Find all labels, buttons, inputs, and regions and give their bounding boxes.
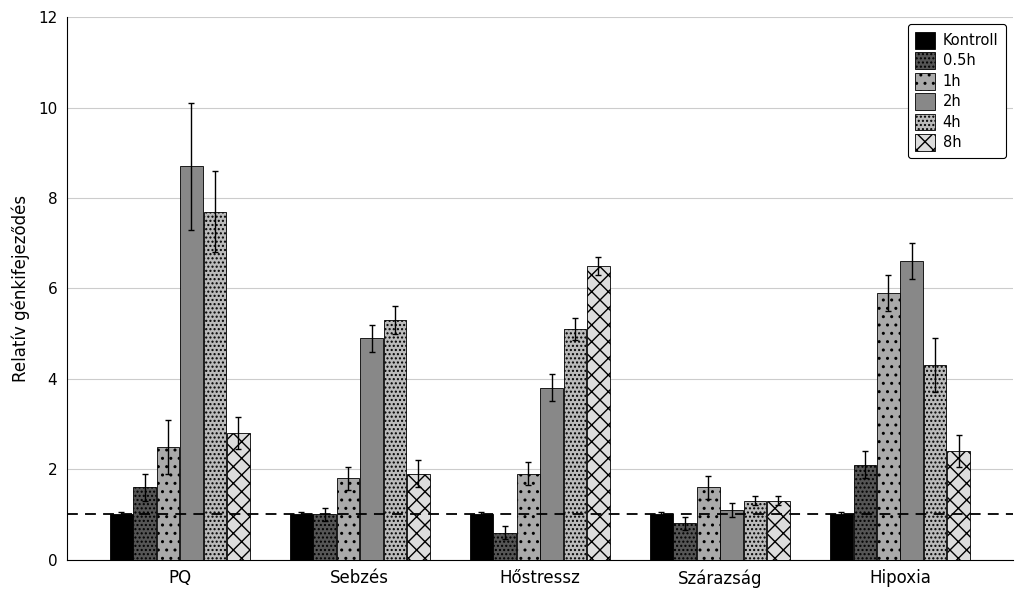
Bar	[947, 451, 970, 559]
Bar	[494, 533, 516, 559]
Bar	[900, 261, 923, 559]
Bar	[767, 501, 790, 559]
Bar	[360, 338, 383, 559]
Bar	[587, 266, 609, 559]
Bar	[650, 515, 673, 559]
Bar	[290, 515, 312, 559]
Legend: Kontroll, 0.5h, 1h, 2h, 4h, 8h: Kontroll, 0.5h, 1h, 2h, 4h, 8h	[907, 25, 1006, 158]
Bar	[924, 365, 946, 559]
Bar	[674, 524, 696, 559]
Bar	[157, 447, 179, 559]
Bar	[204, 211, 226, 559]
Bar	[313, 515, 336, 559]
Bar	[720, 510, 743, 559]
Bar	[877, 293, 900, 559]
Bar	[854, 465, 877, 559]
Bar	[407, 474, 430, 559]
Bar	[517, 474, 540, 559]
Bar	[563, 329, 587, 559]
Bar	[110, 515, 133, 559]
Bar	[337, 478, 359, 559]
Bar	[470, 515, 493, 559]
Bar	[830, 515, 853, 559]
Bar	[541, 388, 563, 559]
Bar	[180, 167, 203, 559]
Bar	[743, 501, 766, 559]
Bar	[697, 488, 720, 559]
Bar	[227, 433, 250, 559]
Bar	[384, 320, 407, 559]
Bar	[133, 488, 156, 559]
Y-axis label: Relatív génkifejeződés: Relatív génkifejeződés	[11, 195, 30, 382]
